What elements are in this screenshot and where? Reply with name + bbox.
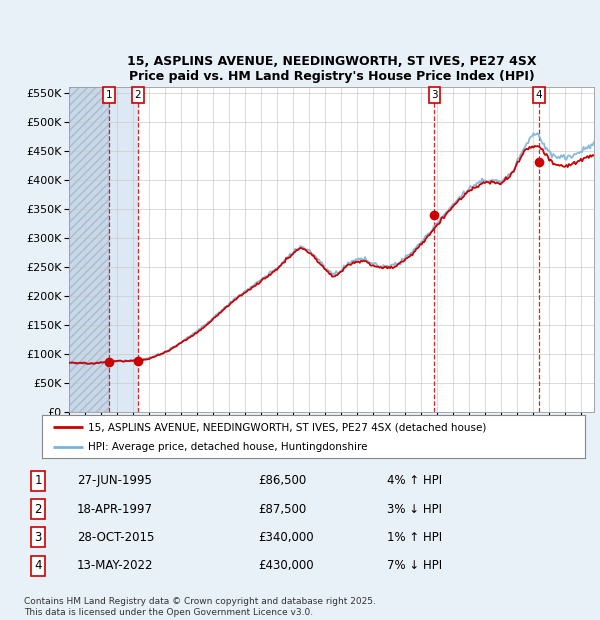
- Text: Contains HM Land Registry data © Crown copyright and database right 2025.
This d: Contains HM Land Registry data © Crown c…: [24, 598, 376, 617]
- Text: 2: 2: [134, 90, 141, 100]
- Text: 1% ↑ HPI: 1% ↑ HPI: [387, 531, 442, 544]
- Bar: [69, 87, 109, 412]
- Text: 18-APR-1997: 18-APR-1997: [77, 503, 153, 515]
- Text: 1: 1: [34, 474, 42, 487]
- Text: 4: 4: [34, 559, 42, 572]
- Text: 3: 3: [34, 531, 41, 544]
- Text: 27-JUN-1995: 27-JUN-1995: [77, 474, 152, 487]
- Text: HPI: Average price, detached house, Huntingdonshire: HPI: Average price, detached house, Hunt…: [88, 442, 368, 452]
- Text: 2: 2: [34, 503, 42, 515]
- Text: £86,500: £86,500: [259, 474, 307, 487]
- Text: £340,000: £340,000: [259, 531, 314, 544]
- Text: 7% ↓ HPI: 7% ↓ HPI: [387, 559, 442, 572]
- Text: 15, ASPLINS AVENUE, NEEDINGWORTH, ST IVES, PE27 4SX (detached house): 15, ASPLINS AVENUE, NEEDINGWORTH, ST IVE…: [88, 422, 487, 432]
- Text: 3: 3: [431, 90, 438, 100]
- Bar: [109, 87, 138, 412]
- Text: 13-MAY-2022: 13-MAY-2022: [77, 559, 154, 572]
- Text: 4: 4: [536, 90, 542, 100]
- Text: 3% ↓ HPI: 3% ↓ HPI: [387, 503, 442, 515]
- Text: £87,500: £87,500: [259, 503, 307, 515]
- Title: 15, ASPLINS AVENUE, NEEDINGWORTH, ST IVES, PE27 4SX
Price paid vs. HM Land Regis: 15, ASPLINS AVENUE, NEEDINGWORTH, ST IVE…: [127, 55, 536, 83]
- Text: 4% ↑ HPI: 4% ↑ HPI: [387, 474, 442, 487]
- Text: 28-OCT-2015: 28-OCT-2015: [77, 531, 154, 544]
- Text: 1: 1: [106, 90, 112, 100]
- Text: £430,000: £430,000: [259, 559, 314, 572]
- Bar: [69, 87, 109, 412]
